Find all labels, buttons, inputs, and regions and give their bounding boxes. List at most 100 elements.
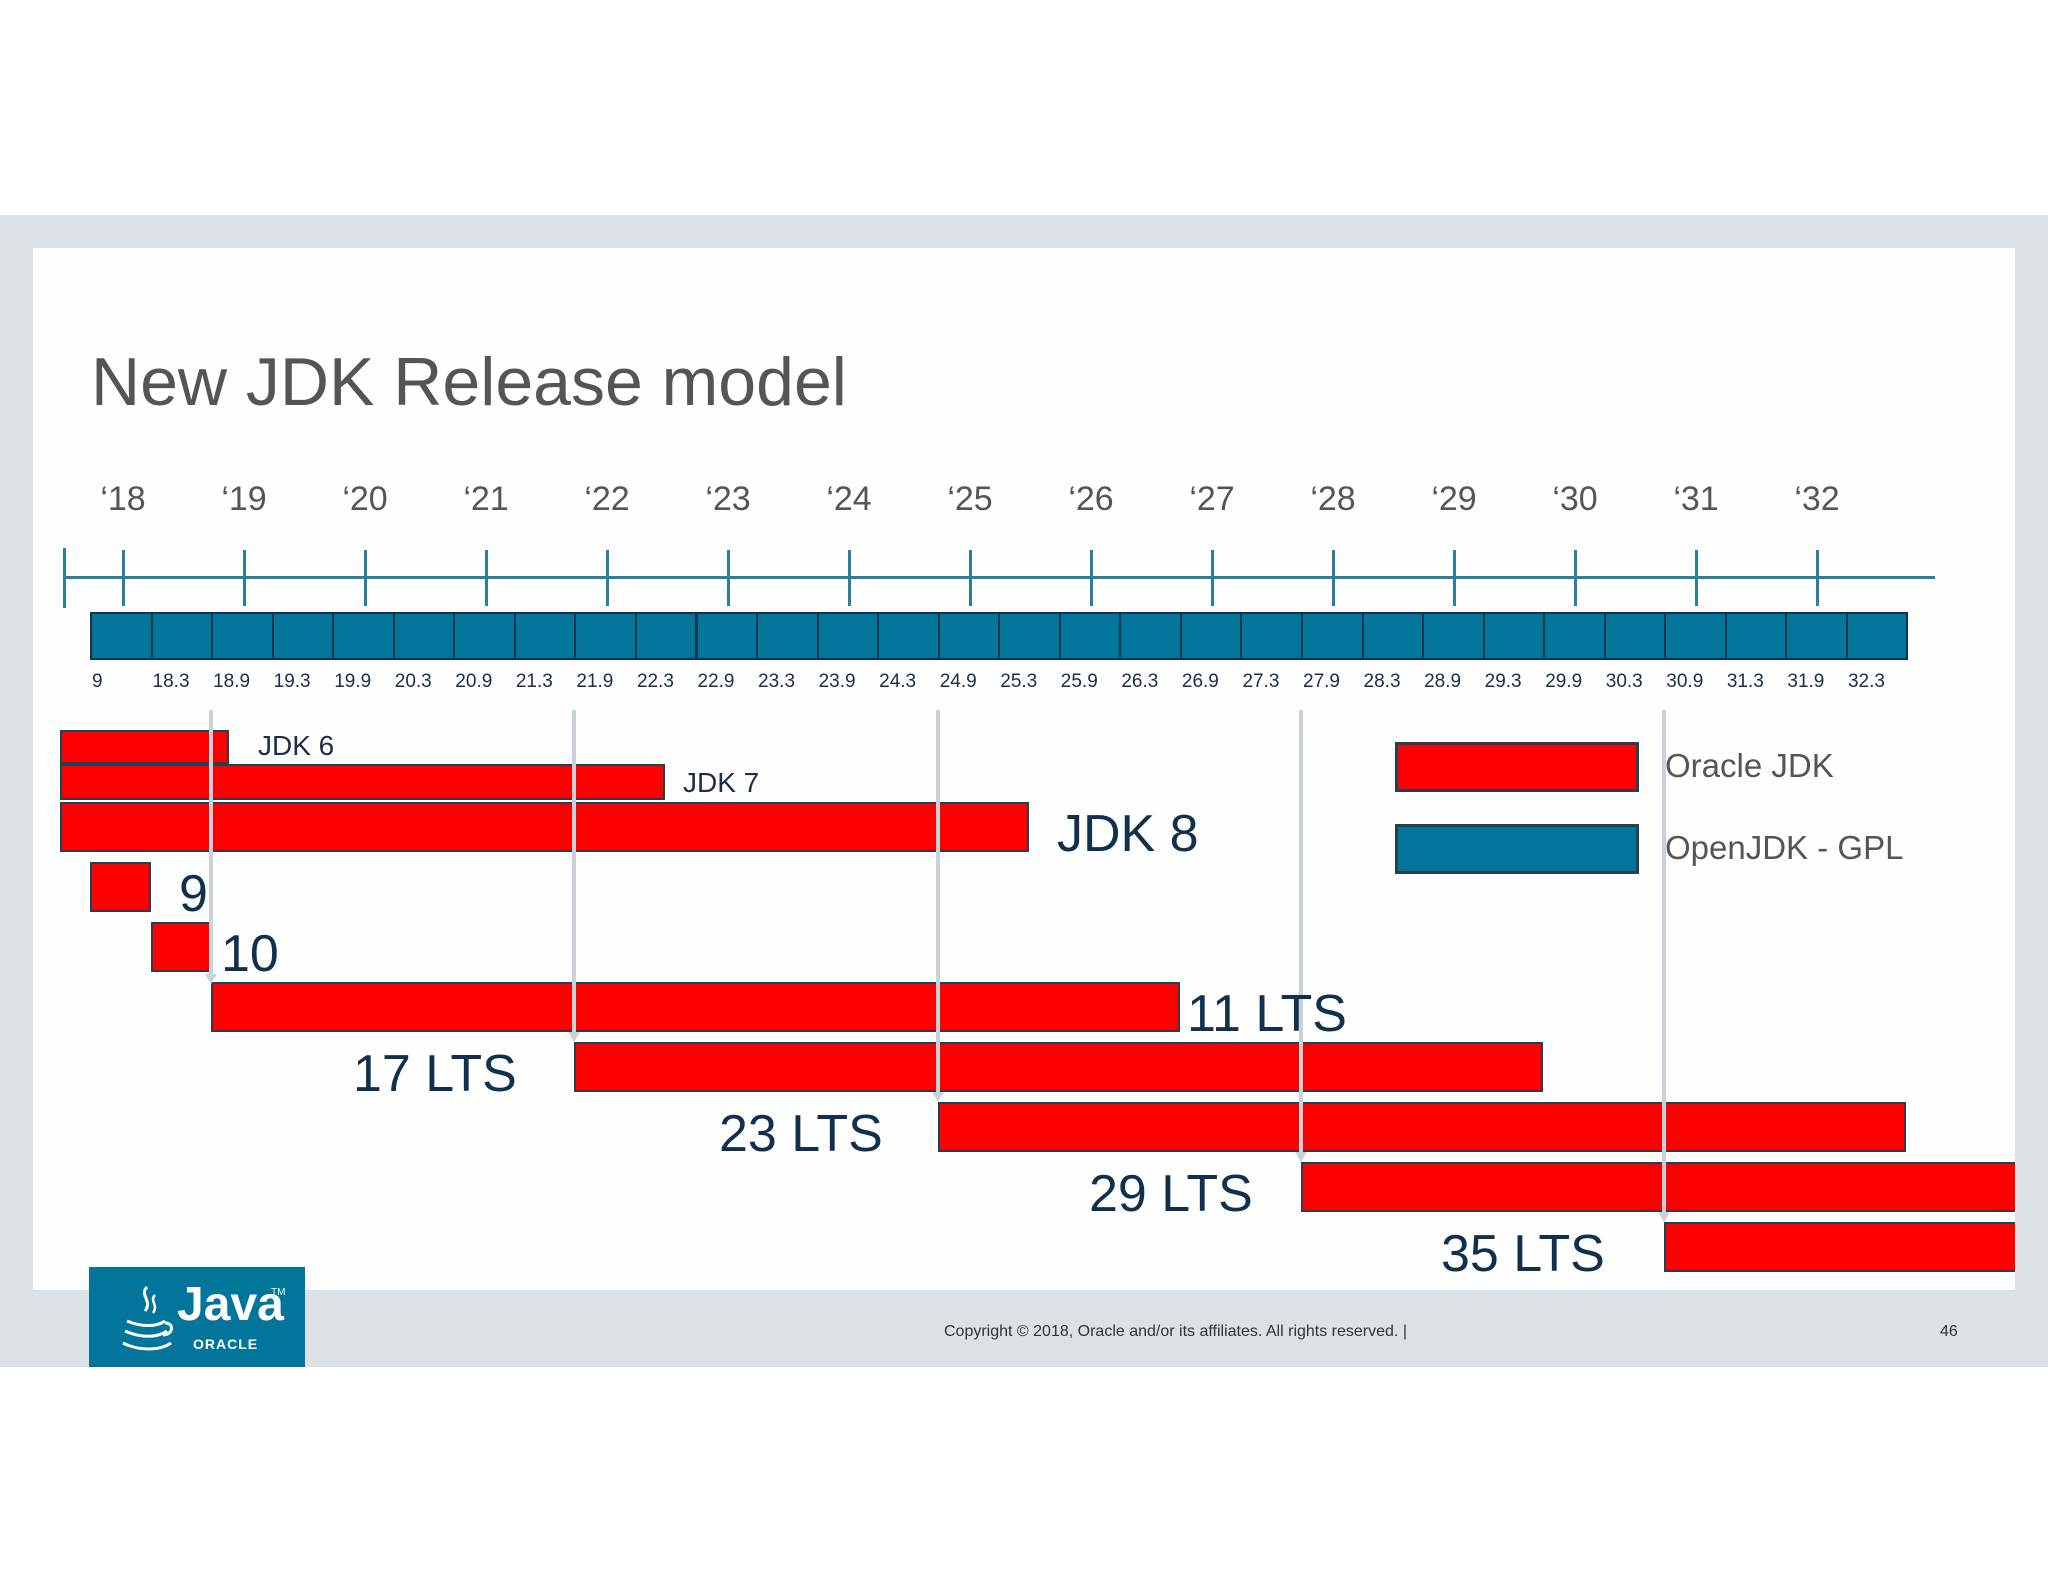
release-block (150, 612, 214, 660)
year-tick (485, 550, 488, 606)
release-block (1119, 612, 1182, 660)
release-label: 32.3 (1847, 671, 1885, 692)
year-label: ‘24 (826, 480, 872, 518)
release-block (1543, 612, 1606, 660)
release-block (695, 612, 759, 660)
legend-openjdk-label: OpenJDK - GPL (1665, 829, 1904, 866)
jdk-11-lts-label: 11 LTS (1187, 985, 1347, 1043)
year-tick (243, 550, 246, 606)
transition-arrow-line (209, 710, 214, 974)
jdk-17-lts-label: 17 LTS (353, 1045, 517, 1103)
release-label: 18.3 (152, 671, 190, 692)
release-label: 28.9 (1424, 671, 1462, 692)
year-label: ‘20 (342, 480, 388, 518)
year-tick (1816, 550, 1819, 606)
transition-arrow-line (572, 710, 577, 1032)
year-tick (969, 550, 972, 606)
legend-oracle-label: Oracle JDK (1665, 747, 1834, 784)
year-tick (1574, 550, 1577, 606)
release-label: 31.9 (1787, 671, 1825, 692)
timeline-axis (63, 576, 1935, 579)
release-label: 21.9 (576, 671, 614, 692)
release-block (513, 612, 577, 660)
arrow-down-icon (1295, 1152, 1307, 1162)
release-block (1664, 612, 1727, 660)
release-label: 25.9 (1060, 671, 1098, 692)
year-tick (727, 550, 730, 606)
release-label: 23.9 (818, 671, 856, 692)
year-label: ‘32 (1794, 480, 1840, 518)
jdk-8-label: JDK 8 (1057, 805, 1199, 863)
jdk-29-lts-label: 29 LTS (1089, 1165, 1253, 1223)
year-tick (1332, 550, 1335, 606)
jdk-6-label: JDK 6 (258, 730, 335, 761)
year-label: ‘19 (221, 480, 267, 518)
jdk-8-bar (59, 802, 1029, 852)
year-tick (848, 550, 851, 606)
release-label: 20.9 (455, 671, 493, 692)
release-block (392, 612, 456, 660)
release-label: 19.3 (273, 671, 311, 692)
legend-oracle-swatch (1395, 742, 1639, 792)
year-tick (364, 550, 367, 606)
release-block (1058, 612, 1122, 660)
year-tick (1211, 550, 1214, 606)
transition-arrow-line (1299, 710, 1303, 1152)
year-tick (1090, 550, 1093, 606)
java-oracle-logo: Java TM ORACLE (89, 1267, 305, 1367)
release-label: 30.9 (1666, 671, 1704, 692)
release-label: 25.3 (1000, 671, 1038, 692)
release-label: 21.3 (515, 671, 553, 692)
release-block (1240, 612, 1303, 660)
release-label: 27.9 (1303, 671, 1340, 692)
release-label: 22.9 (697, 671, 735, 692)
axis-start-tick (63, 548, 66, 608)
legend-openjdk-swatch (1395, 824, 1639, 874)
release-block (1179, 612, 1243, 660)
arrow-down-icon (1658, 1212, 1671, 1222)
year-tick (122, 550, 125, 606)
release-label: 9 (92, 671, 103, 692)
jdk-9-label: 9 (179, 865, 208, 923)
jdk-10-bar (150, 922, 212, 972)
year-label: ‘28 (1310, 480, 1356, 518)
release-label: 26.3 (1121, 671, 1159, 692)
release-label: 26.9 (1181, 671, 1219, 692)
release-block (1361, 612, 1425, 660)
arrow-down-icon (931, 1092, 944, 1102)
year-label: ‘21 (463, 480, 509, 518)
release-block (1845, 612, 1909, 660)
jdk-29-lts-bar (1301, 1162, 2015, 1212)
page-number: 46 (1940, 1323, 1958, 1340)
logo-wordmark: Java (177, 1278, 284, 1331)
release-label: 28.3 (1363, 671, 1401, 692)
year-label: ‘26 (1068, 480, 1114, 518)
release-block (1422, 612, 1485, 660)
year-label: ‘23 (705, 480, 751, 518)
release-label: 29.9 (1545, 671, 1583, 692)
year-tick (1695, 550, 1698, 606)
release-label: 19.9 (334, 671, 372, 692)
year-label: ‘18 (100, 480, 146, 518)
release-label: 23.3 (758, 671, 796, 692)
release-block (1603, 612, 1667, 660)
logo-vendor: ORACLE (193, 1336, 259, 1352)
year-label: ‘22 (584, 480, 630, 518)
arrow-down-icon (568, 1032, 581, 1042)
release-label: 27.3 (1242, 671, 1280, 692)
slide: New JDK Release model ‘18 ‘19 ‘20 ‘21 ‘22 ‘23… (33, 248, 2015, 1290)
jdk-9-bar (90, 862, 151, 912)
transition-arrow-line (1662, 710, 1667, 1212)
release-block (211, 612, 274, 660)
jdk-10-label: 10 (221, 925, 279, 983)
release-label: 29.3 (1484, 671, 1522, 692)
jdk-23-lts-bar (937, 1102, 1907, 1152)
release-block (1482, 612, 1546, 660)
logo-trademark: TM (271, 1287, 286, 1298)
release-block (332, 612, 395, 660)
release-label: 24.9 (939, 671, 977, 692)
release-label: 22.3 (636, 671, 674, 692)
release-block (453, 612, 516, 660)
release-block (634, 612, 698, 660)
release-block (816, 612, 880, 660)
